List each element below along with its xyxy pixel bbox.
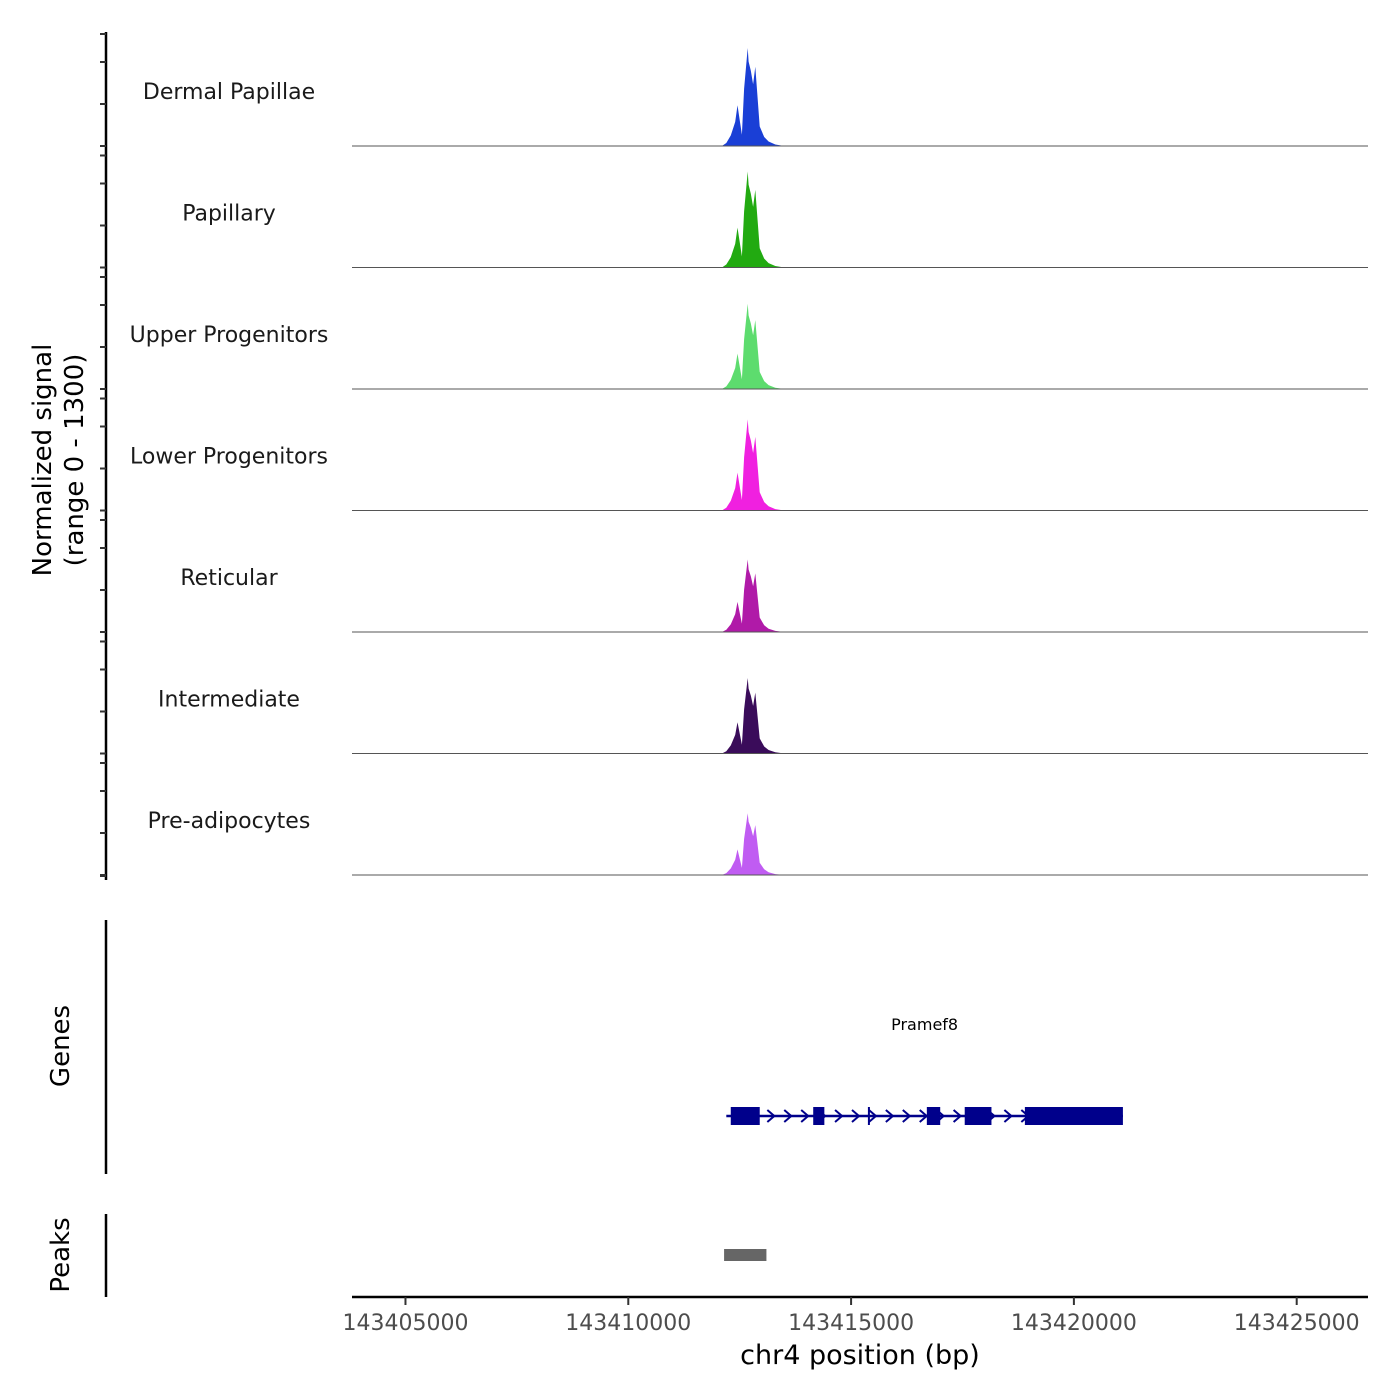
strand-arrow — [800, 1109, 810, 1123]
track-label: Pre-adipocytes — [148, 809, 311, 834]
exon-block — [1024, 1107, 1123, 1125]
x-tick-label: 143415000 — [788, 1311, 914, 1336]
genes-track-label: Genes — [46, 1005, 76, 1087]
strand-arrow — [1003, 1109, 1013, 1123]
track-label: Upper Progenitors — [130, 323, 329, 348]
signal-area — [721, 813, 785, 875]
y-axis-label: Normalized signal (range 0 - 1300) — [28, 344, 90, 577]
exon-block — [926, 1107, 941, 1125]
y-axis-label-line1: Normalized signal — [28, 344, 58, 577]
signal-track: Pre-adipocytes — [148, 809, 1368, 876]
signal-track: Papillary — [182, 171, 1368, 268]
x-axis-label: chr4 position (bp) — [740, 1340, 980, 1371]
peaks-track-label: Peaks — [46, 1217, 76, 1292]
strand-arrow — [766, 1109, 776, 1123]
signal-area — [721, 303, 785, 389]
signal-area — [721, 48, 785, 146]
exon-block — [730, 1107, 760, 1125]
signal-track: Reticular — [180, 559, 1368, 633]
signal-track: Dermal Papillae — [143, 48, 1368, 147]
exon-block — [813, 1107, 825, 1125]
signal-track: Lower Progenitors — [130, 419, 1368, 511]
strand-arrow — [783, 1109, 793, 1123]
signal-track: Upper Progenitors — [130, 303, 1368, 390]
peak-regions — [724, 1249, 767, 1261]
strand-arrow — [868, 1109, 878, 1123]
x-tick-label: 143425000 — [1234, 1311, 1360, 1336]
gene-model: Pramef8 — [726, 1015, 1123, 1125]
x-tick-label: 143420000 — [1011, 1311, 1137, 1336]
gene-name-label: Pramef8 — [891, 1015, 958, 1034]
strand-arrow — [902, 1109, 912, 1123]
signal-tracks: Dermal Papillae Papillary Upper Progenitor… — [130, 48, 1368, 876]
strand-arrow — [885, 1109, 895, 1123]
track-label: Reticular — [180, 566, 278, 591]
signal-y-axis — [100, 32, 108, 880]
strand-arrow — [834, 1109, 844, 1123]
strand-arrow — [851, 1109, 861, 1123]
track-label: Lower Progenitors — [130, 445, 328, 470]
y-axis-label-line2: (range 0 - 1300) — [60, 354, 90, 567]
strand-arrow — [919, 1109, 929, 1123]
signal-area — [721, 171, 785, 268]
signal-area — [721, 678, 785, 754]
signal-area — [721, 559, 785, 632]
signal-track: Intermediate — [158, 678, 1368, 754]
strand-arrow — [952, 1109, 963, 1123]
peak-bar — [724, 1249, 767, 1261]
track-label: Papillary — [182, 202, 276, 227]
exon-block — [964, 1107, 992, 1125]
track-label: Dermal Papillae — [143, 80, 315, 105]
x-tick-label: 143405000 — [342, 1311, 468, 1336]
track-label: Intermediate — [158, 688, 300, 713]
signal-area — [721, 419, 785, 511]
x-axis: 143405000 143410000 143415000 143420000 1434… — [342, 1295, 1368, 1336]
x-tick-label: 143410000 — [565, 1311, 691, 1336]
